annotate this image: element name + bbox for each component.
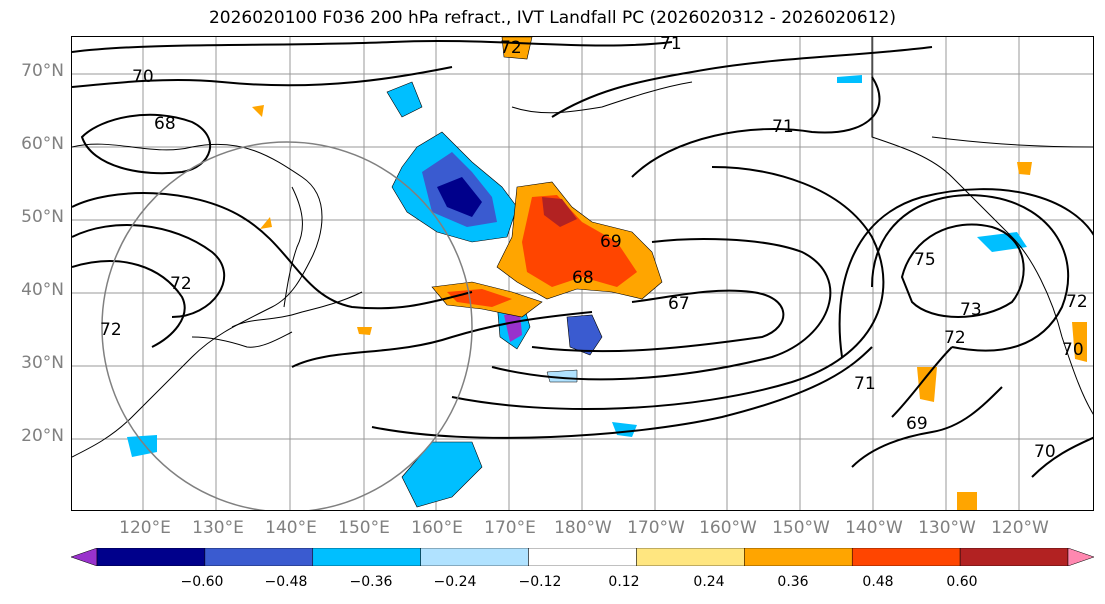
lon-label-150W: 150°W	[772, 518, 830, 538]
colorbar-tick: −0.60	[180, 574, 224, 590]
contour-label: 72	[1066, 292, 1088, 312]
lon-label-170E: 170°E	[484, 518, 536, 538]
colorbar-segment	[204, 548, 314, 566]
contour-label: 72	[500, 38, 522, 58]
contour-label: 71	[772, 117, 794, 137]
colorbar-segment	[71, 548, 98, 566]
lon-label-120E: 120°E	[119, 518, 171, 538]
lon-label-150E: 150°E	[338, 518, 390, 538]
lat-label-20: 20°N	[21, 426, 64, 446]
contour-label: 72	[170, 274, 192, 294]
contour-label: 73	[960, 300, 982, 320]
shading-positive	[252, 37, 1087, 510]
shading-negative	[127, 75, 1027, 508]
contour-label: 71	[854, 374, 876, 394]
contour-label: 70	[132, 67, 154, 87]
contour-label: 72	[944, 328, 966, 348]
contour-label: 72	[100, 320, 122, 340]
lon-label-140E: 140°E	[265, 518, 317, 538]
lat-label-50: 50°N	[21, 207, 64, 227]
colorbar-tick: −0.48	[264, 574, 308, 590]
lat-label-70: 70°N	[21, 61, 64, 81]
contour-label: 70	[1034, 442, 1056, 462]
colorbar-tick: −0.36	[349, 574, 393, 590]
lon-label-170W: 170°W	[627, 518, 685, 538]
colorbar-tick: 0.36	[777, 574, 809, 590]
contour-label: 75	[914, 250, 936, 270]
contour-label: 69	[600, 232, 622, 252]
colorbar	[71, 548, 1094, 566]
contour-label: 68	[572, 268, 594, 288]
colorbar-tick: 0.12	[608, 574, 640, 590]
lon-label-130E: 130°E	[192, 518, 244, 538]
lat-label-60: 60°N	[21, 134, 64, 154]
colorbar-segment	[636, 548, 745, 566]
colorbar-tick: 0.48	[862, 574, 894, 590]
contours	[72, 39, 1093, 478]
contour-label: 69	[906, 414, 928, 434]
lon-label-130W: 130°W	[918, 518, 976, 538]
lat-label-30: 30°N	[21, 353, 64, 373]
lon-label-180W: 180°W	[554, 518, 612, 538]
lon-label-120W: 120°W	[991, 518, 1049, 538]
map-title: 2026020100 F036 200 hPa refract., IVT La…	[208, 8, 896, 28]
contour-label: 70	[1062, 340, 1084, 360]
colorbar-segment	[851, 548, 961, 566]
colorbar-segment	[1067, 548, 1094, 566]
colorbar-tick: −0.24	[433, 574, 477, 590]
colorbar-segment	[96, 548, 206, 566]
lon-label-140W: 140°W	[845, 518, 903, 538]
range-circle	[101, 141, 473, 510]
lon-label-160W: 160°W	[699, 518, 757, 538]
colorbar-tick: 0.24	[693, 574, 725, 590]
map-panel: 72 71 70 68 71 69 68 67 72 72 75 73 72 7…	[71, 36, 1094, 511]
colorbar-tick: 0.60	[946, 574, 978, 590]
colorbar-segment	[744, 548, 853, 566]
contour-label: 71	[660, 37, 682, 54]
contour-label: 68	[154, 114, 176, 134]
colorbar-segment	[959, 548, 1069, 566]
colorbar-tick: −0.12	[518, 574, 562, 590]
contour-label: 67	[668, 294, 690, 314]
coastlines	[72, 37, 1093, 458]
colorbar-segment	[528, 548, 637, 566]
colorbar-segment	[312, 548, 421, 566]
lat-label-40: 40°N	[21, 280, 64, 300]
map-canvas: 72 71 70 68 71 69 68 67 72 72 75 73 72 7…	[72, 37, 1093, 510]
lon-label-160E: 160°E	[411, 518, 463, 538]
colorbar-segment	[420, 548, 529, 566]
